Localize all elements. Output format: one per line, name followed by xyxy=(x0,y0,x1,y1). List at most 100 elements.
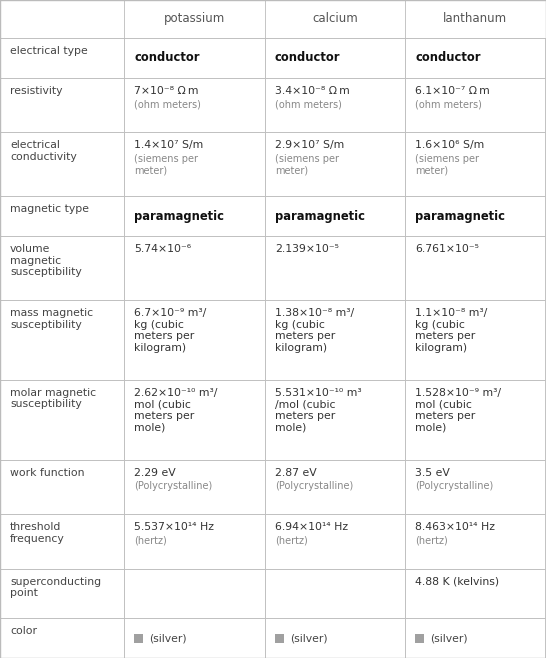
Text: 3.4×10⁻⁸ Ω m: 3.4×10⁻⁸ Ω m xyxy=(275,86,349,95)
Bar xyxy=(124,460,265,514)
Text: 1.1×10⁻⁸ m³/
kg (cubic
meters per
kilogram): 1.1×10⁻⁸ m³/ kg (cubic meters per kilogr… xyxy=(415,308,488,353)
Bar xyxy=(405,618,545,658)
Text: potassium: potassium xyxy=(164,13,225,26)
Text: (silver): (silver) xyxy=(150,633,187,643)
Text: (siemens per
meter): (siemens per meter) xyxy=(415,153,479,175)
Text: 2.9×10⁷ S/m: 2.9×10⁷ S/m xyxy=(275,140,344,150)
Bar xyxy=(124,196,265,236)
Text: (ohm meters): (ohm meters) xyxy=(275,99,342,109)
Bar xyxy=(124,514,265,569)
Bar xyxy=(0,236,124,300)
Text: 5.531×10⁻¹⁰ m³
/mol (cubic
meters per
mole): 5.531×10⁻¹⁰ m³ /mol (cubic meters per mo… xyxy=(275,388,361,433)
Text: magnetic type: magnetic type xyxy=(10,204,89,214)
Bar xyxy=(265,380,405,460)
Bar xyxy=(124,380,265,460)
Text: conductor: conductor xyxy=(275,51,340,64)
Text: 6.7×10⁻⁹ m³/
kg (cubic
meters per
kilogram): 6.7×10⁻⁹ m³/ kg (cubic meters per kilogr… xyxy=(134,308,207,353)
Text: electrical type: electrical type xyxy=(10,46,88,56)
Text: 6.1×10⁻⁷ Ω m: 6.1×10⁻⁷ Ω m xyxy=(415,86,490,95)
Bar xyxy=(405,196,545,236)
Bar xyxy=(265,460,405,514)
Bar xyxy=(405,300,545,380)
Text: (siemens per
meter): (siemens per meter) xyxy=(134,153,199,175)
Bar xyxy=(0,460,124,514)
Bar xyxy=(124,38,265,78)
Bar xyxy=(405,460,545,514)
Bar xyxy=(265,132,405,196)
Text: electrical
conductivity: electrical conductivity xyxy=(10,140,77,162)
Text: threshold
frequency: threshold frequency xyxy=(10,522,65,544)
Text: lanthanum: lanthanum xyxy=(443,13,507,26)
Text: paramagnetic: paramagnetic xyxy=(275,209,365,222)
Bar xyxy=(405,514,545,569)
Bar xyxy=(0,380,124,460)
Bar xyxy=(405,569,545,618)
Text: calcium: calcium xyxy=(312,13,358,26)
Text: 6.94×10¹⁴ Hz: 6.94×10¹⁴ Hz xyxy=(275,522,348,532)
Bar xyxy=(265,569,405,618)
Text: volume
magnetic
susceptibility: volume magnetic susceptibility xyxy=(10,244,82,277)
Text: resistivity: resistivity xyxy=(10,86,62,95)
Text: molar magnetic
susceptibility: molar magnetic susceptibility xyxy=(10,388,96,409)
Text: (hertz): (hertz) xyxy=(415,536,448,545)
Bar xyxy=(0,78,124,132)
Text: work function: work function xyxy=(10,468,85,478)
Bar xyxy=(275,634,284,642)
Bar xyxy=(0,300,124,380)
Bar xyxy=(124,78,265,132)
Text: 2.139×10⁻⁵: 2.139×10⁻⁵ xyxy=(275,244,339,254)
Bar xyxy=(405,38,545,78)
Text: 6.761×10⁻⁵: 6.761×10⁻⁵ xyxy=(415,244,479,254)
Bar xyxy=(265,78,405,132)
Text: (hertz): (hertz) xyxy=(134,536,167,545)
Text: 5.74×10⁻⁶: 5.74×10⁻⁶ xyxy=(134,244,192,254)
Text: (Polycrystalline): (Polycrystalline) xyxy=(275,481,353,491)
Bar xyxy=(265,300,405,380)
Bar xyxy=(0,132,124,196)
Bar xyxy=(405,132,545,196)
Bar xyxy=(265,514,405,569)
Bar xyxy=(0,196,124,236)
Text: conductor: conductor xyxy=(134,51,200,64)
Bar xyxy=(265,38,405,78)
Text: 1.38×10⁻⁸ m³/
kg (cubic
meters per
kilogram): 1.38×10⁻⁸ m³/ kg (cubic meters per kilog… xyxy=(275,308,354,353)
Bar xyxy=(134,634,144,642)
Bar xyxy=(0,38,124,78)
Text: 2.87 eV: 2.87 eV xyxy=(275,468,317,478)
Text: 4.88 K (kelvins): 4.88 K (kelvins) xyxy=(415,576,499,587)
Text: mass magnetic
susceptibility: mass magnetic susceptibility xyxy=(10,308,93,330)
Text: (hertz): (hertz) xyxy=(275,536,307,545)
Text: 5.537×10¹⁴ Hz: 5.537×10¹⁴ Hz xyxy=(134,522,215,532)
Text: 2.29 eV: 2.29 eV xyxy=(134,468,176,478)
Text: 1.528×10⁻⁹ m³/
mol (cubic
meters per
mole): 1.528×10⁻⁹ m³/ mol (cubic meters per mol… xyxy=(415,388,501,433)
Text: (silver): (silver) xyxy=(430,633,468,643)
Text: superconducting
point: superconducting point xyxy=(10,576,101,598)
Bar xyxy=(0,0,546,38)
Text: 7×10⁻⁸ Ω m: 7×10⁻⁸ Ω m xyxy=(134,86,199,95)
Text: 3.5 eV: 3.5 eV xyxy=(415,468,450,478)
Text: (Polycrystalline): (Polycrystalline) xyxy=(134,481,213,491)
Text: 1.4×10⁷ S/m: 1.4×10⁷ S/m xyxy=(134,140,204,150)
Bar xyxy=(405,380,545,460)
Bar xyxy=(405,236,545,300)
Bar xyxy=(265,196,405,236)
Bar xyxy=(405,78,545,132)
Bar xyxy=(124,618,265,658)
Text: 1.6×10⁶ S/m: 1.6×10⁶ S/m xyxy=(415,140,484,150)
Text: paramagnetic: paramagnetic xyxy=(134,209,224,222)
Text: (siemens per
meter): (siemens per meter) xyxy=(275,153,339,175)
Bar xyxy=(124,300,265,380)
Bar xyxy=(124,236,265,300)
Text: (Polycrystalline): (Polycrystalline) xyxy=(415,481,494,491)
Bar xyxy=(0,618,124,658)
Bar xyxy=(124,569,265,618)
Text: (ohm meters): (ohm meters) xyxy=(415,99,482,109)
Bar xyxy=(0,514,124,569)
Text: 2.62×10⁻¹⁰ m³/
mol (cubic
meters per
mole): 2.62×10⁻¹⁰ m³/ mol (cubic meters per mol… xyxy=(134,388,218,433)
Bar xyxy=(124,132,265,196)
Text: (ohm meters): (ohm meters) xyxy=(134,99,201,109)
Text: 8.463×10¹⁴ Hz: 8.463×10¹⁴ Hz xyxy=(415,522,495,532)
Text: conductor: conductor xyxy=(415,51,480,64)
Bar xyxy=(265,618,405,658)
Bar xyxy=(265,236,405,300)
